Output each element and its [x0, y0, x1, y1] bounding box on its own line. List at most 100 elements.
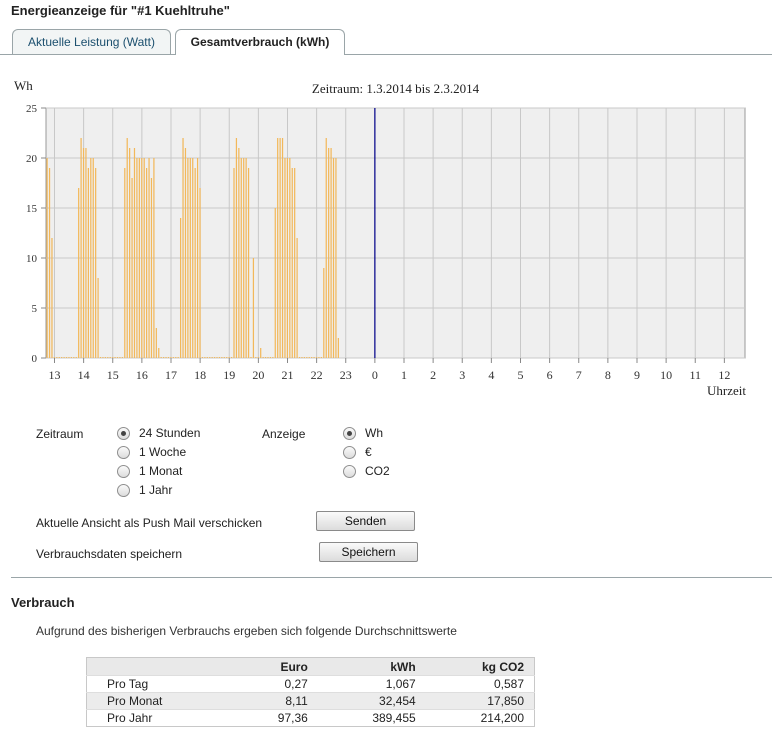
radio-icon[interactable]	[117, 464, 130, 478]
bar	[177, 357, 179, 358]
bar	[143, 158, 145, 358]
zeitraum-option-1-monat[interactable]: 1 Monat	[117, 464, 182, 478]
zeitraum-option-24-stunden[interactable]: 24 Stunden	[117, 426, 200, 440]
bar	[274, 208, 276, 358]
x-tick-label: 22	[311, 368, 323, 382]
table-cell: 214,200	[425, 709, 535, 727]
bar	[51, 238, 53, 358]
bar	[235, 138, 238, 358]
radio-icon[interactable]	[343, 464, 356, 478]
bar	[196, 158, 199, 358]
bar	[313, 357, 315, 358]
bar	[233, 168, 235, 358]
x-tick-label: 1	[401, 368, 407, 382]
senden-button[interactable]: Senden	[316, 511, 415, 531]
verbrauch-heading: Verbrauch	[11, 595, 75, 610]
bar	[238, 148, 240, 358]
table-cell: 97,36	[232, 709, 318, 727]
anzeige-option-euro[interactable]: €	[343, 445, 372, 459]
y-tick-label: 20	[26, 153, 38, 165]
save-data-label: Verbrauchsdaten speichern	[36, 547, 183, 561]
bar	[114, 357, 116, 358]
y-axis-label: Wh	[14, 78, 33, 93]
x-tick-label: 6	[547, 368, 553, 382]
x-tick-label: 21	[281, 368, 293, 382]
bar	[296, 238, 298, 358]
bar	[252, 258, 255, 358]
bar	[85, 148, 87, 358]
bar	[260, 348, 262, 358]
bar	[330, 148, 332, 358]
bar	[109, 357, 111, 358]
bar	[165, 357, 167, 358]
bar	[184, 148, 187, 358]
table-cell: 0,587	[425, 675, 535, 693]
anzeige-option-co2[interactable]: CO2	[343, 464, 390, 478]
bar	[148, 158, 150, 358]
bar	[61, 357, 63, 358]
plot-area	[45, 107, 746, 359]
bar	[335, 158, 337, 358]
table-cell: 1,067	[317, 675, 426, 693]
bar	[325, 138, 327, 358]
table-cell: Pro Tag	[86, 675, 233, 693]
radio-label: 24 Stunden	[139, 426, 201, 440]
x-tick-label: 15	[107, 368, 119, 382]
bar	[298, 357, 301, 358]
bar	[272, 357, 274, 358]
radio-label: CO2	[365, 464, 390, 478]
zeitraum-option-1-jahr[interactable]: 1 Jahr	[117, 483, 172, 497]
bar	[75, 357, 77, 358]
tab-aktuelle-leistung[interactable]: Aktuelle Leistung (Watt)	[12, 29, 171, 54]
bar	[262, 357, 264, 358]
bar	[63, 357, 65, 358]
bar	[323, 268, 325, 358]
x-axis-label: Uhrzeit	[707, 383, 746, 398]
bar	[116, 357, 119, 358]
radio-icon[interactable]	[343, 445, 356, 459]
x-tick-label: 4	[488, 368, 494, 382]
bar	[201, 357, 204, 358]
y-tick-label: 0	[32, 353, 38, 365]
table-row: Pro Tag 0,27 1,067 0,587	[86, 675, 535, 693]
zeitraum-option-1-woche[interactable]: 1 Woche	[117, 445, 186, 459]
speichern-button[interactable]: Speichern	[319, 542, 418, 562]
bar	[167, 357, 170, 358]
anzeige-option-wh[interactable]: Wh	[343, 426, 383, 440]
y-tick-label: 15	[26, 203, 38, 215]
radio-icon[interactable]	[117, 445, 130, 459]
table-cell: 8,11	[232, 692, 318, 710]
bar	[303, 357, 305, 358]
y-tick-label: 5	[32, 303, 38, 315]
x-tick-label: 14	[78, 368, 90, 382]
table-row: Pro Monat 8,11 32,454 17,850	[86, 692, 535, 710]
x-tick-label: 10	[660, 368, 672, 382]
bar	[182, 138, 184, 358]
bar	[289, 158, 291, 358]
bar	[284, 158, 286, 358]
bar	[119, 357, 121, 358]
x-tick-label: 5	[517, 368, 523, 382]
x-tick-label: 12	[718, 368, 730, 382]
bar	[78, 188, 80, 358]
radio-selected-icon[interactable]	[343, 426, 356, 440]
table-header: Euro	[232, 657, 318, 676]
tab-gesamtverbrauch[interactable]: Gesamtverbrauch (kWh)	[175, 29, 345, 55]
bar	[189, 158, 191, 358]
bar	[206, 357, 208, 358]
bar	[218, 357, 221, 358]
bar	[213, 357, 216, 358]
radio-icon[interactable]	[117, 483, 130, 497]
chart-title: Zeitraum: 1.3.2014 bis 2.3.2014	[312, 81, 480, 96]
bar	[48, 168, 51, 358]
anzeige-label: Anzeige	[262, 427, 306, 441]
bar	[150, 178, 153, 358]
bar	[294, 168, 296, 358]
radio-selected-icon[interactable]	[117, 426, 130, 440]
bar	[136, 158, 138, 358]
bar	[311, 357, 313, 358]
bar	[247, 168, 250, 358]
x-tick-label: 8	[605, 368, 611, 382]
bar	[70, 357, 72, 358]
